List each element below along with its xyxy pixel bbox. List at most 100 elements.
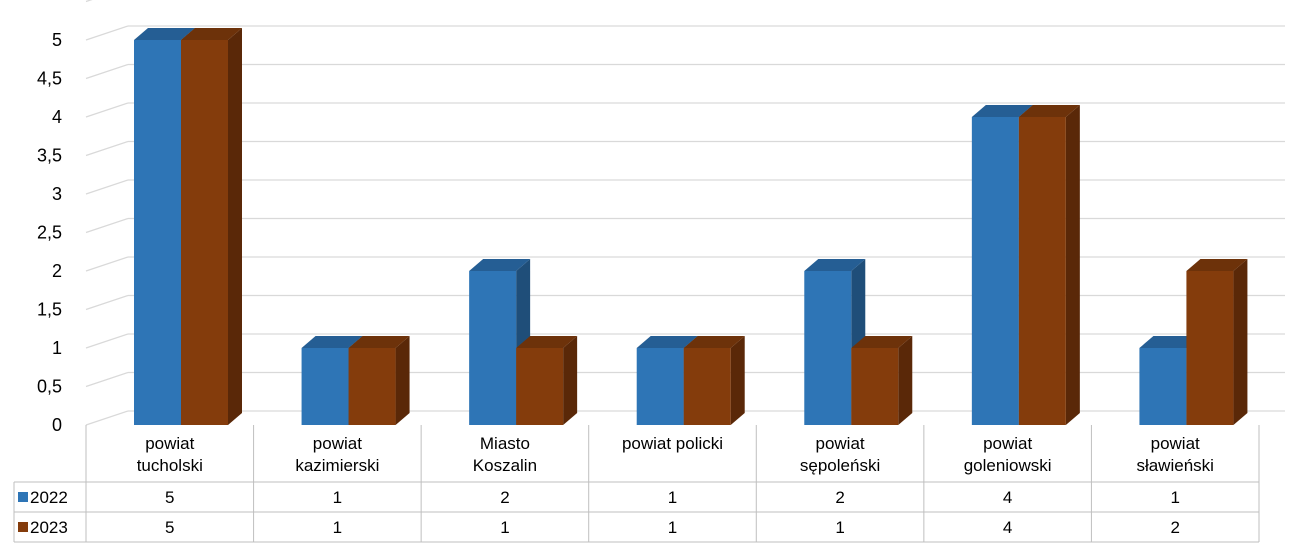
gridline-side: [85, 140, 129, 157]
bar-front: [348, 348, 396, 425]
gridline-side: [85, 63, 129, 80]
table-cell: 4: [1003, 488, 1012, 507]
table-cell: 2: [835, 488, 844, 507]
table-cell: 1: [333, 488, 342, 507]
bar-front: [1186, 271, 1234, 425]
bar-top: [134, 28, 195, 40]
bar: [1018, 105, 1080, 425]
table-cell: 5: [165, 488, 174, 507]
y-tick-label: 0,5: [37, 377, 62, 397]
gridline-side: [85, 410, 129, 426]
bar-front: [1139, 348, 1187, 425]
table-cell: 1: [668, 488, 677, 507]
data-table: powiat tucholski powiat kazimierski Miasto Ko…: [13, 425, 1260, 543]
gridlines: [85, 0, 1285, 426]
bar-top: [851, 336, 913, 348]
bar-top: [469, 259, 531, 271]
table-cell: 1: [333, 518, 342, 537]
bar-side: [395, 336, 410, 425]
bar-front: [469, 271, 517, 425]
bar-front: [301, 348, 349, 425]
gridline-side: [85, 0, 93, 3]
table-cell: 1: [1170, 488, 1179, 507]
table-cell: 1: [668, 518, 677, 537]
bar-side: [563, 336, 578, 425]
bar-top: [683, 336, 745, 348]
bars: [134, 28, 1248, 425]
bar-front: [683, 348, 731, 425]
bar-top: [804, 259, 866, 271]
category-label: Koszalin: [473, 456, 537, 475]
gridline-side: [85, 179, 129, 195]
bar-top: [1139, 336, 1201, 348]
category-label: sępoleński: [800, 456, 880, 475]
gridline-side: [85, 371, 129, 388]
legend-key: [18, 522, 28, 532]
legend-label: 2023: [30, 518, 68, 537]
category-label: sławieński: [1136, 456, 1213, 475]
y-tick-label: 1,5: [37, 300, 62, 320]
y-tick-label: 4: [52, 107, 62, 127]
bar-side: [1233, 259, 1248, 425]
gridline-side: [85, 102, 129, 118]
bar: [851, 336, 913, 425]
gridline-side: [85, 25, 129, 41]
bar: [181, 28, 242, 425]
legend-key: [18, 492, 28, 502]
y-tick-label: 0: [52, 415, 62, 435]
bar-side: [730, 336, 745, 425]
bar-front: [971, 117, 1019, 425]
y-tick-label: 5: [52, 30, 62, 50]
category-label: kazimierski: [295, 456, 379, 475]
bar-top: [348, 336, 410, 348]
bar-side: [898, 336, 913, 425]
bar: [683, 336, 745, 425]
category-label: powiat: [145, 434, 194, 453]
category-label: powiat: [1151, 434, 1200, 453]
legend-label: 2022: [30, 488, 68, 507]
bar-top: [181, 28, 242, 40]
bar-side: [1065, 105, 1080, 425]
bar-top: [636, 336, 698, 348]
bar-top: [1186, 259, 1248, 271]
bar-front: [636, 348, 684, 425]
table-cell: 4: [1003, 518, 1012, 537]
table-cell: 1: [835, 518, 844, 537]
gridline-side: [85, 294, 129, 311]
bar-top: [516, 336, 578, 348]
y-tick-label: 3: [52, 184, 62, 204]
bar-top: [1018, 105, 1080, 117]
gridline-side: [85, 333, 129, 349]
table-cell: 5: [165, 518, 174, 537]
y-tick-label: 4,5: [37, 69, 62, 89]
bar-top: [301, 336, 363, 348]
bar: [516, 336, 578, 425]
bar-side: [228, 28, 242, 425]
table-cell: 2: [500, 488, 509, 507]
gridline-side: [85, 217, 129, 234]
category-label: powiat: [313, 434, 362, 453]
category-label: goleniowski: [964, 456, 1052, 475]
y-tick-label: 3,5: [37, 146, 62, 166]
bar-top: [971, 105, 1033, 117]
gridline-side: [85, 256, 129, 272]
category-label: Miasto: [480, 434, 530, 453]
y-tick-label: 2,5: [37, 223, 62, 243]
bar-front: [851, 348, 899, 425]
bar: [1186, 259, 1248, 425]
bar-front: [804, 271, 852, 425]
bar-front: [1018, 117, 1066, 425]
bar-front: [134, 40, 181, 425]
category-label: powiat policki: [622, 434, 723, 453]
bar: [348, 336, 410, 425]
y-tick-label: 1: [52, 338, 62, 358]
y-tick-label: 2: [52, 261, 62, 281]
category-label: powiat: [815, 434, 864, 453]
bar-front: [516, 348, 564, 425]
table-cell: 2: [1170, 518, 1179, 537]
category-label: powiat: [983, 434, 1032, 453]
table-cell: 1: [500, 518, 509, 537]
category-label: tucholski: [137, 456, 203, 475]
bar-front: [181, 40, 228, 425]
